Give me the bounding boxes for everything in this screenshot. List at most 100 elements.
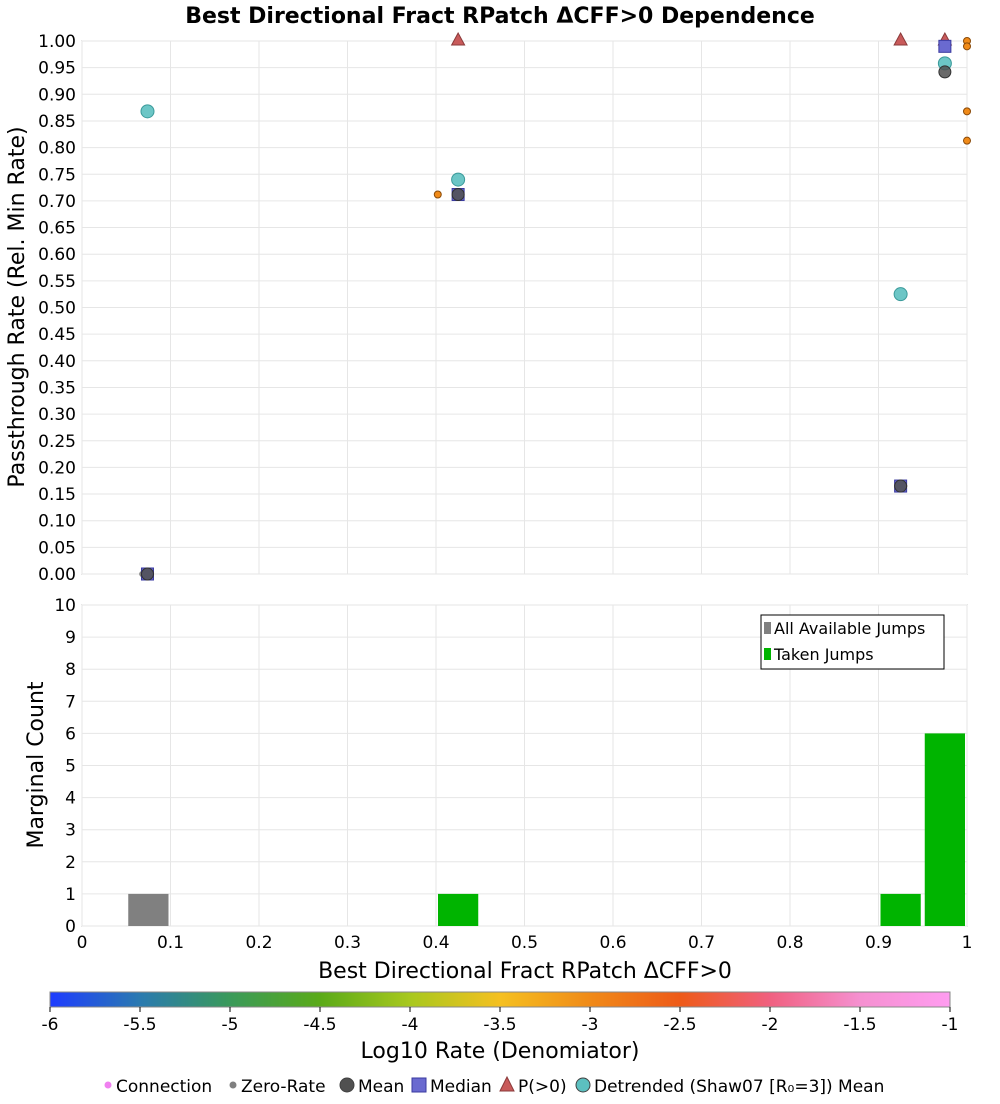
legend-marker xyxy=(411,1077,427,1093)
y-tick-label: 0.05 xyxy=(38,538,76,558)
y-tick-label: 0.50 xyxy=(38,299,76,319)
y-tick-label: 0.65 xyxy=(38,219,76,239)
detrended-mean-point xyxy=(451,172,466,187)
histogram-x-ticks: 0 0.1 0.2 0.3 0.4 0.5 0.6 0.7 0.8 0.9 1 xyxy=(77,933,973,953)
legend-label-all-available: All Available Jumps xyxy=(774,619,925,638)
x-tick-label: 0.5 xyxy=(511,933,538,953)
legend-marker xyxy=(575,1077,591,1093)
y-tick-label: 0.95 xyxy=(38,59,76,79)
x-tick-label: 0.6 xyxy=(599,933,626,953)
histogram-y-axis-label: Marginal Count xyxy=(24,681,49,848)
legend-label: Zero-Rate xyxy=(241,1077,326,1097)
y-tick-label: 0.40 xyxy=(38,352,76,372)
x-tick-label: 0.7 xyxy=(688,933,715,953)
legend-item: Zero-Rate xyxy=(229,1077,326,1097)
legend-label-taken: Taken Jumps xyxy=(773,645,874,664)
mean-point xyxy=(894,479,908,493)
colorbar-tick-label: -3.5 xyxy=(483,1015,516,1035)
x-tick-label: 0.8 xyxy=(776,933,803,953)
colorbar-gradient xyxy=(49,991,951,1008)
legend-label: Connection xyxy=(116,1077,212,1097)
connection-point xyxy=(433,190,442,199)
legend-marker xyxy=(499,1075,515,1092)
y-tick-label: 0.85 xyxy=(38,112,76,132)
y-tick-label: 0.55 xyxy=(38,272,76,292)
histogram-bar xyxy=(438,893,479,926)
y-tick-label: 0 xyxy=(65,917,76,937)
scatter-y-axis-label: Passthrough Rate (Rel. Min Rate) xyxy=(5,126,30,487)
x-tick-label: 0.2 xyxy=(245,933,272,953)
y-tick-label: 4 xyxy=(65,789,76,809)
y-tick-label: 6 xyxy=(65,724,76,744)
mean-point xyxy=(451,188,465,202)
legend-item: Mean xyxy=(339,1077,404,1097)
mean-point xyxy=(140,567,154,581)
legend-item: Median xyxy=(411,1077,492,1097)
colorbar: -6 -5.5 -5 -4.5 -4 -3.5 -3 -2.5 -2 -1.5 -1 Log10 R… xyxy=(42,991,958,1064)
y-tick-label: 8 xyxy=(65,660,76,680)
histogram-grid xyxy=(81,604,968,927)
legend-marker xyxy=(229,1081,237,1089)
histogram-x-axis-label: Best Directional Fract RPatch ΔCFF>0 xyxy=(318,959,732,984)
legend-marker xyxy=(104,1081,112,1089)
colorbar-tick-label: -2 xyxy=(762,1015,779,1035)
scatter-grid xyxy=(81,40,968,575)
x-tick-label: 0.3 xyxy=(334,933,361,953)
colorbar-tick-label: -2.5 xyxy=(663,1015,696,1035)
legend-label: Median xyxy=(430,1077,492,1097)
y-tick-label: 0.00 xyxy=(38,565,76,585)
y-tick-label: 3 xyxy=(65,821,76,841)
legend-swatch-taken xyxy=(764,648,771,660)
x-tick-label: 0 xyxy=(77,933,88,953)
colorbar-tick-label: -4.5 xyxy=(303,1015,336,1035)
colorbar-tick-label: -1.5 xyxy=(843,1015,876,1035)
x-tick-label: 1 xyxy=(962,933,973,953)
y-tick-label: 10 xyxy=(54,596,76,616)
colorbar-label: Log10 Rate (Denomiator) xyxy=(361,1039,640,1064)
y-tick-label: 2 xyxy=(65,853,76,873)
legend-marker xyxy=(339,1077,355,1093)
y-tick-label: 0.80 xyxy=(38,139,76,159)
y-tick-label: 0.15 xyxy=(38,485,76,505)
legend-label: Mean xyxy=(358,1077,404,1097)
y-tick-label: 7 xyxy=(65,692,76,712)
y-tick-label: 0.45 xyxy=(38,325,76,345)
colorbar-tick-label: -5.5 xyxy=(123,1015,156,1035)
y-tick-label: 0.60 xyxy=(38,245,76,265)
x-tick-label: 0.1 xyxy=(157,933,184,953)
scatter-panel: 0.00 0.05 0.10 0.15 0.20 0.25 0.30 0.35 0.40 0.45… xyxy=(5,31,971,585)
y-tick-label: 0.90 xyxy=(38,85,76,105)
legend-swatch-all-available xyxy=(764,622,771,634)
y-tick-label: 0.10 xyxy=(38,512,76,532)
connection-point xyxy=(963,107,971,116)
detrended-mean-point xyxy=(893,287,908,302)
scatter-y-ticks: 0.00 0.05 0.10 0.15 0.20 0.25 0.30 0.35 0.40 0.45… xyxy=(38,32,76,585)
y-tick-label: 0.20 xyxy=(38,458,76,478)
histogram-bar xyxy=(128,893,169,926)
connection-point xyxy=(963,136,971,145)
marker-legend: Connection Zero-Rate Mean Median P(>0) Detren… xyxy=(104,1075,884,1097)
legend-item: Detrended (Shaw07 [R₀=3]) Mean xyxy=(575,1077,884,1097)
connection-point xyxy=(963,42,971,51)
y-tick-label: 0.30 xyxy=(38,405,76,425)
y-tick-label: 0.35 xyxy=(38,378,76,398)
y-tick-label: 0.70 xyxy=(38,192,76,212)
histogram-bars xyxy=(128,733,965,926)
colorbar-tick-label: -5 xyxy=(222,1015,239,1035)
y-tick-label: 5 xyxy=(65,757,76,777)
p-positive-point xyxy=(450,31,466,46)
histogram-bar xyxy=(880,893,921,926)
p-positive-point xyxy=(893,31,908,46)
x-tick-label: 0.4 xyxy=(422,933,449,953)
y-tick-label: 0.75 xyxy=(38,165,76,185)
colorbar-tick-label: -6 xyxy=(42,1015,59,1035)
legend-item: Connection xyxy=(104,1077,212,1097)
colorbar-ticks: -6 -5.5 -5 -4.5 -4 -3.5 -3 -2.5 -2 -1.5 -1 xyxy=(42,1007,958,1035)
histogram-legend: All Available Jumps Taken Jumps xyxy=(760,614,945,670)
detrended-mean-point xyxy=(140,104,155,119)
legend-label: Detrended (Shaw07 [R₀=3]) Mean xyxy=(594,1077,884,1097)
x-tick-label: 0.9 xyxy=(865,933,892,953)
y-tick-label: 9 xyxy=(65,628,76,648)
histogram-bar xyxy=(924,733,965,926)
histogram-y-ticks: 0 1 2 3 4 5 6 7 8 9 10 xyxy=(54,596,76,937)
